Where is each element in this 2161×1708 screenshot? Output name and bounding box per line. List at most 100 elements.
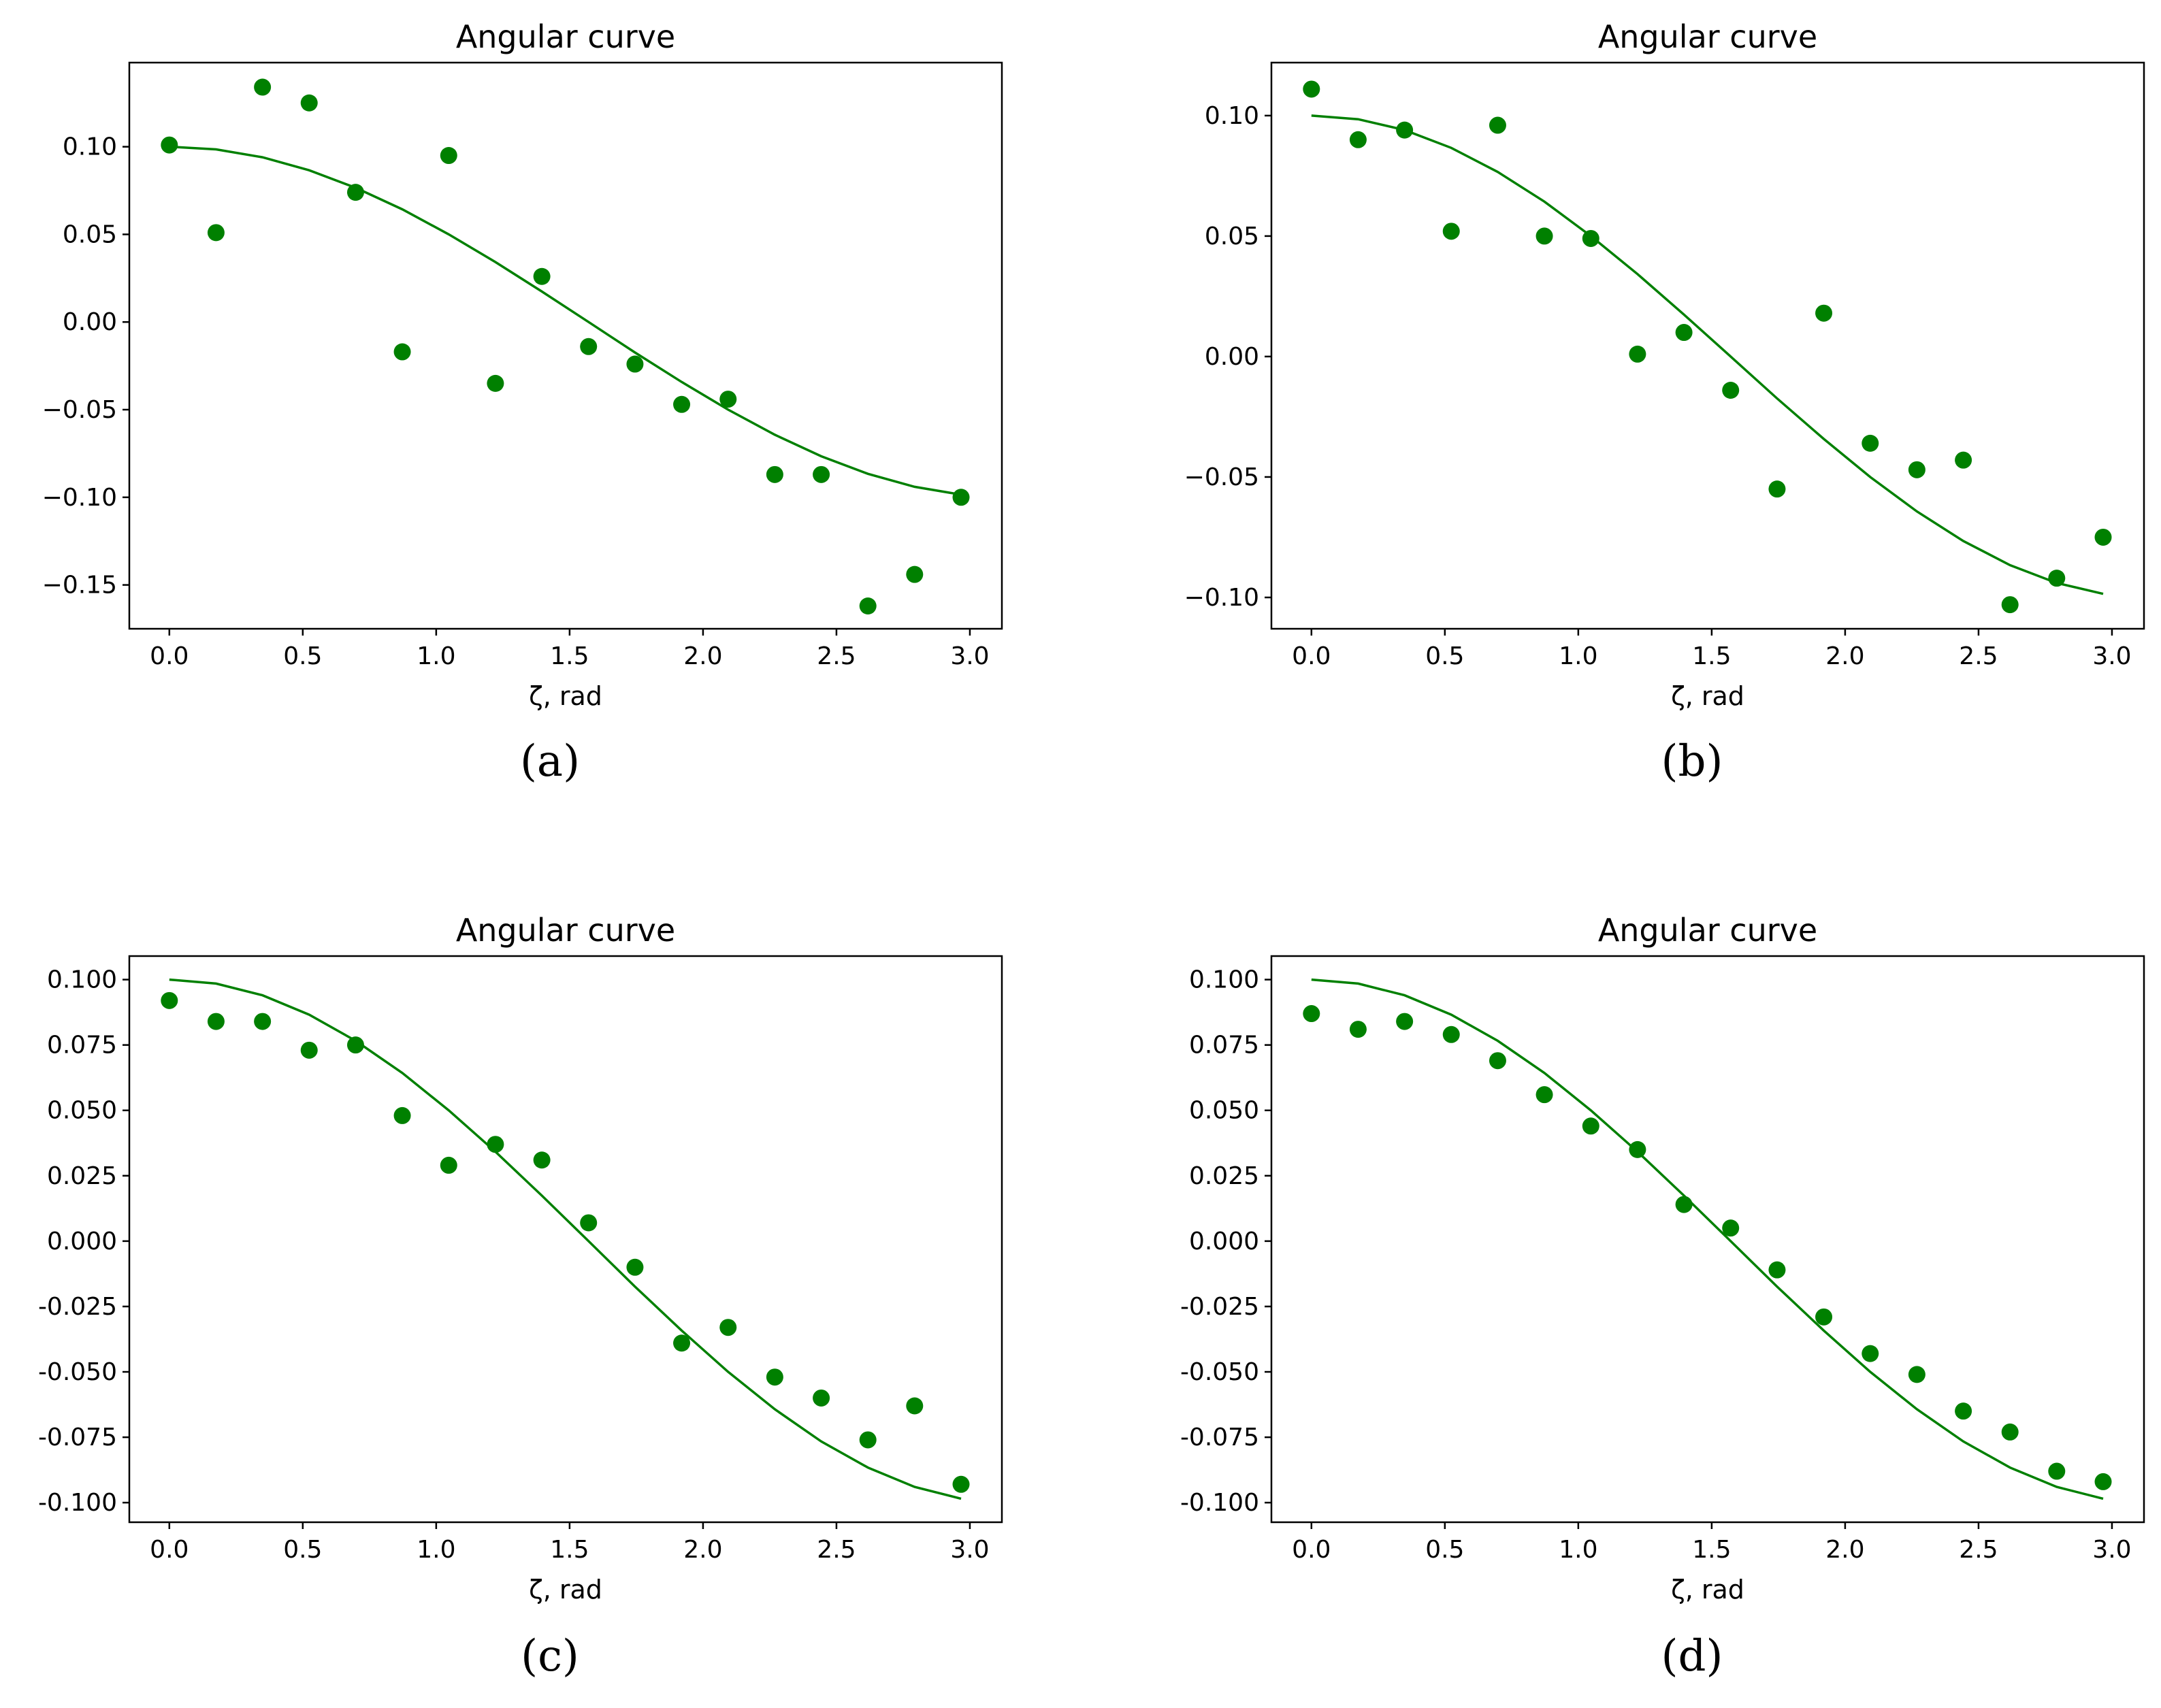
y-tick-label: −0.15 xyxy=(42,572,117,600)
data-point xyxy=(1582,229,1599,247)
data-point xyxy=(161,991,178,1009)
data-point xyxy=(1396,1013,1414,1030)
data-point xyxy=(1722,1219,1740,1237)
x-tick-label: 2.5 xyxy=(1959,642,1998,670)
data-point xyxy=(207,224,225,242)
data-point xyxy=(1815,304,1833,322)
x-tick-label: 1.0 xyxy=(1559,1536,1597,1564)
y-tick-label: 0.05 xyxy=(1205,223,1259,250)
x-tick-label: 0.5 xyxy=(1425,642,1464,670)
data-point xyxy=(161,136,178,154)
x-tick-label: 0.0 xyxy=(1292,1536,1331,1564)
x-tick-label: 1.5 xyxy=(550,642,589,670)
y-tick-label: 0.100 xyxy=(1189,966,1259,994)
y-tick-label: -0.100 xyxy=(38,1489,117,1517)
data-point xyxy=(1536,227,1553,245)
y-tick-label: -0.075 xyxy=(1180,1424,1259,1451)
x-tick-label: 2.0 xyxy=(1825,642,1864,670)
x-axis-label: ζ, rad xyxy=(529,1575,602,1605)
data-point xyxy=(440,1156,457,1174)
data-point xyxy=(1582,1117,1599,1135)
x-axis-label: ζ, rad xyxy=(1671,681,1744,711)
x-tick-label: 0.0 xyxy=(150,1536,189,1564)
x-tick-label: 2.0 xyxy=(1825,1536,1864,1564)
y-tick-label: 0.025 xyxy=(47,1162,117,1190)
data-point xyxy=(1489,116,1506,134)
data-point xyxy=(580,338,598,355)
data-point xyxy=(673,1334,691,1352)
plot-frame xyxy=(1270,61,2145,630)
y-tick-label: 0.075 xyxy=(47,1032,117,1060)
data-point xyxy=(1303,80,1320,98)
y-tick-label: 0.10 xyxy=(1205,102,1259,130)
chart-panel: Angular curve 0.0 0.5 1.0 1.5 2.0 2.5 3.0 0.10 0.… xyxy=(1184,18,2145,711)
plot-frame xyxy=(128,61,1003,630)
y-tick-label: 0.025 xyxy=(1189,1162,1259,1190)
data-point xyxy=(2001,596,2019,614)
chart-panel: Angular curve 0.0 0.5 1.0 1.5 2.0 2.5 3.0 0.10 0.… xyxy=(42,18,1003,711)
data-point xyxy=(2001,1423,2019,1441)
data-point xyxy=(906,565,924,583)
data-point xyxy=(1489,1052,1506,1070)
chart-title: Angular curve xyxy=(456,18,675,55)
chart-panel: Angular curve 0.0 0.5 1.0 1.5 2.0 2.5 3.0 0.100 0… xyxy=(1180,912,2145,1605)
x-tick-label: 1.5 xyxy=(1692,642,1731,670)
data-point xyxy=(1442,1025,1460,1043)
y-tick-label: 0.000 xyxy=(1189,1228,1259,1255)
x-axis-label: ζ, rad xyxy=(529,681,602,711)
chart-panel: Angular curve 0.0 0.5 1.0 1.5 2.0 2.5 3.0 0.100 0… xyxy=(38,912,1003,1605)
chart-title: Angular curve xyxy=(1598,18,1817,55)
data-point xyxy=(254,1013,272,1030)
data-point xyxy=(626,1258,644,1276)
data-point xyxy=(1862,1345,1879,1362)
data-point xyxy=(1349,131,1367,148)
panel-label: (b) xyxy=(1661,736,1723,787)
data-point xyxy=(1303,1005,1320,1023)
data-point xyxy=(1396,121,1414,139)
data-point xyxy=(346,1036,364,1054)
data-point xyxy=(1629,345,1646,363)
x-axis-label: ζ, rad xyxy=(1671,1575,1744,1605)
y-tick-label: -0.100 xyxy=(1180,1489,1259,1517)
y-tick-label: 0.000 xyxy=(47,1228,117,1255)
panel-label: (d) xyxy=(1661,1631,1723,1681)
data-point xyxy=(952,1475,970,1493)
plot-frame xyxy=(1270,955,2145,1524)
data-point xyxy=(1955,451,1972,469)
y-tick-label: -0.050 xyxy=(1180,1358,1259,1386)
x-tick-label: 0.0 xyxy=(150,642,189,670)
y-tick-label: 0.100 xyxy=(47,966,117,994)
data-point xyxy=(813,1389,830,1407)
data-point xyxy=(1815,1308,1833,1326)
y-tick-label: −0.10 xyxy=(42,484,117,512)
series-line xyxy=(1311,978,2104,1500)
y-tick-label: -0.050 xyxy=(38,1358,117,1386)
data-point xyxy=(533,1151,551,1169)
y-tick-label: 0.00 xyxy=(1205,343,1259,371)
data-point xyxy=(1722,381,1740,399)
data-point xyxy=(254,78,272,96)
data-point xyxy=(580,1214,598,1232)
x-tick-label: 3.0 xyxy=(950,642,989,670)
data-point xyxy=(1442,223,1460,240)
y-tick-label: −0.05 xyxy=(1184,463,1259,491)
data-point xyxy=(440,147,457,165)
data-point xyxy=(719,1319,737,1336)
y-tick-label: -0.025 xyxy=(38,1293,117,1321)
data-point xyxy=(2094,528,2112,546)
y-tick-label: 0.050 xyxy=(47,1097,117,1125)
data-point xyxy=(2094,1473,2112,1490)
x-tick-label: 2.5 xyxy=(817,642,856,670)
data-point xyxy=(1675,1196,1693,1213)
data-point xyxy=(1349,1021,1367,1038)
x-tick-label: 1.0 xyxy=(417,1536,455,1564)
y-tick-label: 0.10 xyxy=(63,133,117,161)
data-point xyxy=(859,597,877,615)
data-point xyxy=(2048,1462,2066,1480)
x-tick-label: 1.0 xyxy=(417,642,455,670)
data-point xyxy=(487,1136,504,1153)
panel-label: (a) xyxy=(520,736,580,787)
x-tick-label: 1.5 xyxy=(550,1536,589,1564)
data-point xyxy=(1955,1402,1972,1420)
chart-title: Angular curve xyxy=(456,912,675,949)
